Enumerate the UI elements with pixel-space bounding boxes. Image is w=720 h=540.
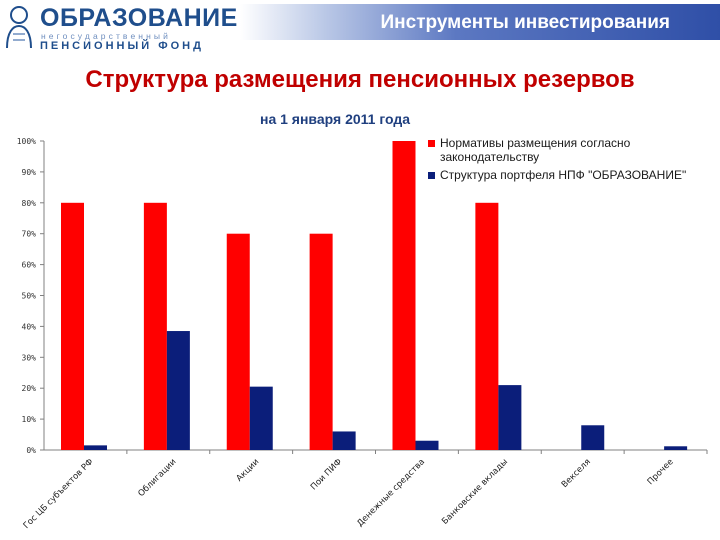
y-tick-label: 70% [22,230,37,239]
logo-fund-label: ПЕНСИОННЫЙ ФОНД [40,40,204,52]
chart-title: на 1 января 2011 года [260,111,411,127]
y-tick-label: 100% [17,137,36,146]
bar-portfolio [415,440,439,450]
bar-portfolio [498,385,522,450]
legend-swatch-norms [428,140,435,147]
bar-norm [475,202,499,450]
x-tick-label: Прочее [646,457,676,487]
bar-norm [226,233,250,450]
x-tick-label: Акции [235,457,262,484]
y-tick-label: 80% [22,199,37,208]
x-tick-label: Векселя [560,457,593,490]
slide-header: ОБРАЗОВАНИЕ негосударственный ПЕНСИОННЫЙ… [0,0,720,54]
logo-subtitle: негосударственный [41,31,171,41]
x-tick-label: Пои ПИФ [309,457,344,492]
bar-portfolio [166,331,190,450]
y-tick-label: 0% [26,446,36,455]
bar-norm [143,202,167,450]
bar-portfolio [332,431,356,450]
bar-portfolio [249,386,273,450]
x-tick-label: Гос ЦБ субъектов РФ [22,457,96,531]
x-tick-label: Облигации [136,457,178,499]
header-banner: Инструменты инвестирования [240,4,720,40]
fund-logo-icon [6,6,32,49]
y-tick-label: 30% [22,353,37,362]
bar-portfolio [581,425,605,450]
y-tick-label: 50% [22,292,37,301]
bar-norm [61,202,84,450]
y-tick-label: 20% [22,384,37,393]
bar-norm [309,233,333,450]
slide-title: Структура размещения пенсионных резервов [85,66,635,93]
x-tick-label: Банковские вклады [440,457,510,527]
x-tick-label: Денежные средства [355,457,427,529]
y-tick-label: 40% [22,322,37,331]
banner-title: Инструменты инвестирования [380,12,671,33]
legend-label-portfolio: Структура портфеля НПФ "ОБРАЗОВАНИЕ" [440,168,687,182]
bar-norm [392,141,416,450]
y-tick-label: 10% [22,415,37,424]
y-tick-label: 90% [22,168,37,177]
legend-swatch-portfolio [428,172,435,179]
logo-title: ОБРАЗОВАНИЕ [40,4,238,32]
legend-item-portfolio: Структура портфеля НПФ "ОБРАЗОВАНИЕ" [428,168,688,182]
bar-portfolio [664,446,688,450]
legend-label-norms: Нормативы размещения согласно законодате… [440,136,631,164]
bar-portfolio [84,445,107,450]
legend-item-norms: Нормативы размещения согласно законодате… [428,136,688,164]
y-tick-label: 60% [22,261,37,270]
chart-legend: Нормативы размещения согласно законодате… [428,136,688,186]
